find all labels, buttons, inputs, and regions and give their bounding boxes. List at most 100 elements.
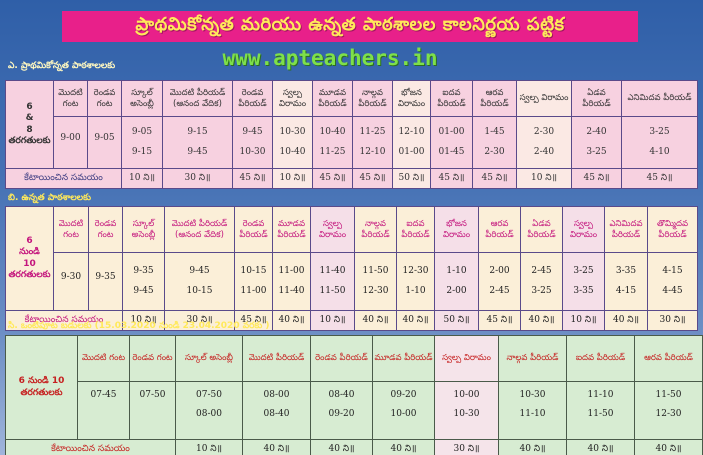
column-header: రెండవ పీరియడ్: [232, 80, 273, 117]
column-header: మొదటి గంట: [53, 206, 89, 253]
class-label-line: నుండి: [19, 247, 40, 258]
time-cell: 10-30 11-10: [498, 381, 567, 440]
page-title-banner: ప్రాథమికోన్నత మరియు ఉన్నత పాఠశాలల కాలనిర…: [62, 11, 638, 42]
allocated-time-cell: 45 ని॥: [621, 168, 698, 189]
column-header: నాల్గవ పీరియడ్: [354, 206, 397, 253]
section-b-label: బి. ఉన్నత పాఠశాలలకు: [8, 193, 91, 203]
end-time: 2-45: [489, 285, 510, 296]
end-time: 9-15: [131, 146, 153, 157]
allocated-time-cell: 40 ని॥: [520, 310, 563, 331]
allocated-time-cell: 10 ని॥: [272, 168, 313, 189]
allocated-time-cell: 45 ని॥: [472, 168, 517, 189]
allocated-time-cell: 45 ని॥: [232, 168, 273, 189]
column-header: నాల్గవ పీరియడ్: [352, 80, 393, 117]
class-label-cell: 6 & 8 తరగతులకు: [5, 80, 54, 169]
end-time: 10-30: [239, 146, 266, 157]
end-time: 09-20: [328, 409, 355, 420]
column-header: స్వల్ప విరామం: [310, 206, 355, 253]
end-time: 10-40: [279, 146, 306, 157]
allocated-time-cell: 40 ని॥: [354, 310, 397, 331]
time-cell: 2-30 2-40: [516, 116, 572, 169]
allocated-time-cell: 40 ని॥: [310, 439, 373, 455]
start-time: 11-00: [278, 266, 305, 277]
end-time: 12-30: [362, 285, 389, 296]
start-time: 9-35: [133, 266, 154, 277]
end-time: 11-25: [319, 146, 346, 157]
end-time: 11-50: [319, 285, 346, 296]
start-time: 09-20: [390, 390, 417, 400]
end-time: 3-25: [586, 146, 607, 157]
end-time: 01-45: [438, 146, 465, 157]
column-header: మొదటి పీరియడ్: [242, 335, 311, 382]
start-time: 01-00: [438, 127, 465, 138]
time-cell: 11-10 11-50: [566, 381, 635, 440]
start-time: 10-40: [319, 127, 346, 138]
end-time: 1-10: [405, 285, 426, 296]
start-time: 9-00: [60, 132, 81, 143]
end-time: 4-10: [649, 146, 670, 157]
allocated-time-label: కేటాయించిన సమయం: [5, 439, 176, 455]
time-cell: 9-45 10-30: [232, 116, 273, 169]
allocated-time-cell: 45 ని॥: [478, 310, 521, 331]
column-header: స్కూల్ అసెంబ్లీ: [122, 206, 165, 253]
header-row: 6 నుండి 10 తరగతులకు మొదటి గంట రెండవ గంట స్కూ…: [5, 335, 703, 440]
end-time: 12-30: [655, 409, 682, 420]
start-time: 9-05: [94, 132, 115, 143]
start-time: 07-45: [90, 390, 117, 400]
allocated-time-label: కేటాయించిన సమయం: [5, 168, 122, 189]
column-header: రెండవ గంట: [88, 206, 123, 253]
column-header: మొదటి పీరియడ్ (ఆనంద వేదిక): [164, 206, 235, 253]
class-label-line: తరగతులకు: [20, 387, 63, 398]
column-header: ఎనిమిదవ పీరియడ్: [604, 206, 648, 253]
end-time: 08-00: [196, 409, 222, 420]
allocated-time-cell: 40 ని॥: [272, 310, 311, 331]
class-label-cell: 6 నుండి 10 తరగతులకు: [5, 335, 78, 440]
allocated-time-cell: 40 ని॥: [396, 310, 435, 331]
time-row: 9-30 9-35 9-35 9-45 9-45 10-15 10-15 11-00 11-00…: [6, 252, 698, 311]
column-header: భోజన విరామం: [434, 206, 479, 253]
column-header: రెండవ పీరియడ్: [310, 335, 373, 382]
column-header: స్వల్ప విరామం: [272, 80, 313, 117]
allocated-time-cell: 40 ని॥: [604, 310, 648, 331]
time-cell: 07-45: [77, 381, 130, 440]
column-header: ఏడవ పీరియడ్: [520, 206, 563, 253]
column-header: ఆరవ పీరియడ్: [472, 80, 517, 117]
start-time: 10-30: [519, 390, 546, 400]
time-cell: 12-30 1-10: [396, 252, 435, 311]
start-time: 9-45: [189, 266, 210, 277]
allocated-time-cell: 45 ని॥: [571, 168, 622, 189]
end-time: 11-40: [278, 285, 305, 296]
column-header: నాల్గవ పీరియడ్: [498, 335, 567, 382]
time-cell: 9-30: [53, 252, 89, 311]
time-cell: 08-00 08-40: [242, 381, 311, 440]
time-cell: 11-50 12-30: [354, 252, 397, 311]
time-cell: 9-00: [53, 116, 88, 169]
start-time: 11-50: [362, 266, 389, 277]
start-time: 9-15: [187, 127, 208, 138]
start-time: 07-50: [139, 390, 166, 400]
start-time: 9-05: [131, 127, 153, 138]
start-time: 4-15: [662, 266, 683, 277]
time-cell: 9-45 10-15: [164, 252, 235, 311]
column-header: భోజన విరామం: [392, 80, 431, 117]
time-cell: 11-40 11-50: [310, 252, 355, 311]
end-time: 08-40: [263, 409, 290, 420]
time-cell: 10-40 11-25: [312, 116, 353, 169]
allocated-time-cell: 40 ని॥: [634, 439, 703, 455]
end-time: 10-00: [390, 409, 417, 420]
class-label-line: 6: [26, 102, 33, 112]
class-label-line: &: [25, 113, 34, 124]
end-time: 11-10: [519, 409, 546, 420]
column-header: ఆరవ పీరియడ్: [634, 335, 703, 382]
start-time: 11-25: [359, 127, 386, 138]
end-time: 3-35: [573, 285, 594, 296]
start-time: 2-45: [531, 266, 552, 277]
time-cell: 12-10 01-00: [392, 116, 431, 169]
end-time: 2-00: [446, 285, 467, 296]
class-label-cell: 6 నుండి 10 తరగతులకు: [5, 206, 54, 311]
allocated-time-cell: 10 ని॥: [175, 439, 243, 455]
allocated-time-row: కేటాయించిన సమయం 10 ని॥ 40 ని॥ 40 ని॥ 40 ని॥ 3…: [5, 439, 703, 455]
column-header: స్వల్ప విరామం: [562, 206, 605, 253]
time-cell: 9-15 9-45: [162, 116, 233, 169]
time-cell: 07-50: [129, 381, 176, 440]
